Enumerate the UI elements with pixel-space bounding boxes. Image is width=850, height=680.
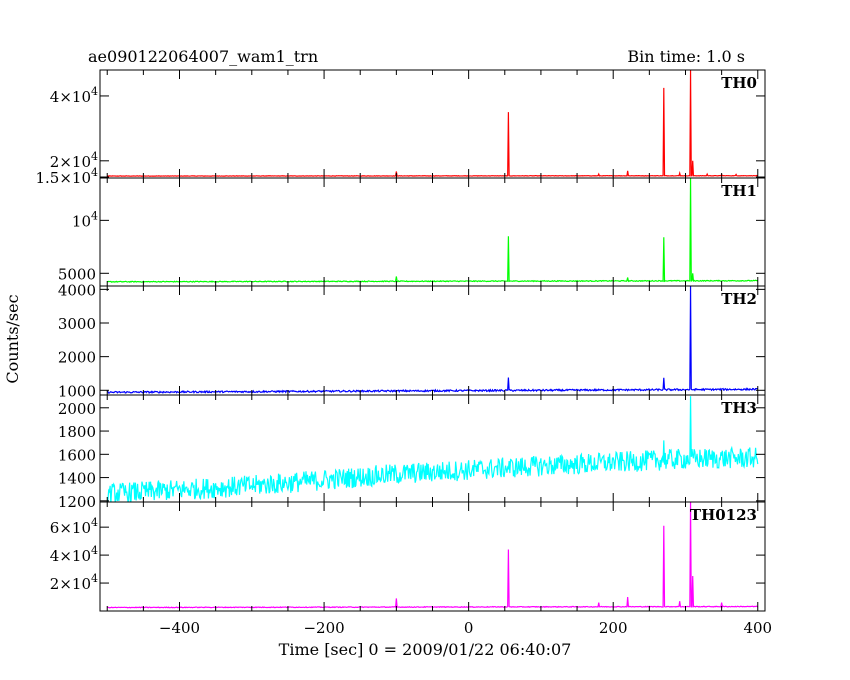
panel-label: TH1: [721, 182, 757, 200]
panel-label: TH2: [721, 290, 757, 308]
x-tick-label: 200: [599, 619, 628, 637]
y-tick-label: 2000: [58, 400, 96, 418]
panel-th1: 5000 104 TH1: [58, 177, 766, 287]
y-tick-label: 1000: [58, 382, 96, 400]
y-axis-label: Counts/sec: [3, 294, 22, 383]
bin-time-label: Bin time: 1.0 s: [627, 47, 745, 66]
y-tick-label: 1200: [58, 493, 96, 511]
panel-frame: [99, 501, 766, 612]
y-tick-label: 1800: [58, 423, 96, 441]
panel-th2: 1000 2000 3000 4000 TH2: [58, 281, 766, 400]
panel-frame: [99, 285, 766, 396]
panel-th0123: 2×104 4×104 6×104 TH0123: [50, 501, 766, 612]
series-line-th3: [106, 396, 759, 502]
x-tick-label: 400: [743, 619, 772, 637]
y-tick-label: 2×104: [50, 572, 98, 593]
y-tick-label: 2×104: [50, 150, 98, 171]
y-tick-label: 4×104: [50, 544, 98, 565]
series-line-th0: [107, 70, 758, 177]
y-tick-label: 6×104: [50, 516, 98, 537]
y-tick-label: 2000: [58, 349, 96, 367]
x-tick-label: 0: [464, 619, 474, 637]
panel-frame: [99, 177, 766, 287]
panel-frame: [99, 69, 766, 179]
panel-label: TH0123: [690, 506, 757, 524]
y-tick-label: 1600: [58, 446, 96, 464]
x-axis: −400 −200 0 200 400: [159, 619, 772, 637]
x-tick-label: −200: [303, 619, 344, 637]
x-axis-label: Time [sec] 0 = 2009/01/22 06:40:07: [279, 640, 572, 659]
y-tick-label: 1.5×104: [35, 166, 98, 187]
y-tick-label: 4×104: [50, 85, 98, 106]
x-tick-label: −400: [159, 619, 200, 637]
y-tick-label: 5000: [58, 265, 96, 283]
series-line-th0123: [107, 502, 759, 609]
panel-label: TH3: [721, 399, 757, 417]
panel-th3: 1200 1400 1600 1800 2000 TH3: [58, 394, 766, 511]
panel-label: TH0: [721, 74, 757, 92]
y-tick-label: 4000: [58, 281, 96, 299]
panel-frame: [99, 394, 766, 503]
series-line-th1: [106, 178, 759, 283]
y-tick-label: 1400: [58, 470, 96, 488]
chart-title: ae090122064007_wam1_trn: [88, 47, 318, 66]
y-tick-label: 3000: [58, 315, 96, 333]
y-tick-label: 104: [72, 209, 98, 230]
series-line-th2: [107, 286, 758, 395]
